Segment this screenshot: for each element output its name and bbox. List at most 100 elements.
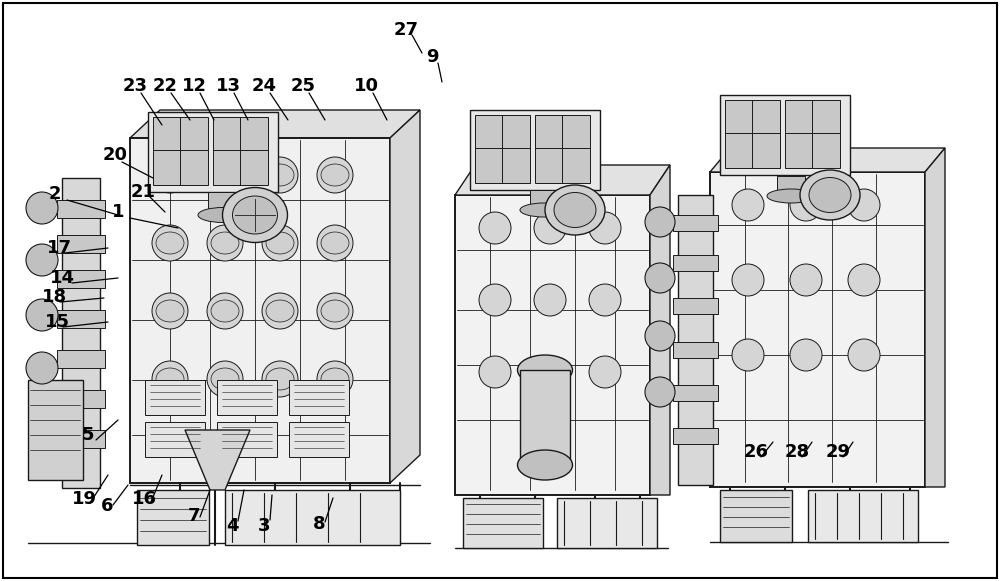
Ellipse shape xyxy=(232,196,278,234)
Ellipse shape xyxy=(266,164,294,186)
Circle shape xyxy=(152,361,188,397)
Ellipse shape xyxy=(266,368,294,390)
Circle shape xyxy=(732,189,764,221)
Bar xyxy=(208,192,238,212)
Bar xyxy=(62,178,100,488)
Circle shape xyxy=(848,189,880,221)
Circle shape xyxy=(534,356,566,388)
Bar xyxy=(475,115,530,183)
Circle shape xyxy=(589,212,621,244)
Circle shape xyxy=(207,293,243,329)
Circle shape xyxy=(262,361,298,397)
Bar xyxy=(673,428,718,444)
Text: 20: 20 xyxy=(103,146,128,164)
Bar xyxy=(535,115,590,183)
Bar xyxy=(57,235,105,253)
Text: 24: 24 xyxy=(252,77,276,95)
Bar xyxy=(289,422,349,457)
Bar xyxy=(557,498,657,548)
Ellipse shape xyxy=(518,450,572,480)
Bar xyxy=(28,380,83,480)
Bar xyxy=(463,498,543,548)
Circle shape xyxy=(207,157,243,193)
Text: 3: 3 xyxy=(258,517,270,535)
Text: 8: 8 xyxy=(313,515,325,533)
Ellipse shape xyxy=(545,185,605,235)
Bar xyxy=(145,422,205,457)
Text: 28: 28 xyxy=(784,443,810,461)
Ellipse shape xyxy=(156,164,184,186)
Circle shape xyxy=(479,212,511,244)
Text: 26: 26 xyxy=(744,443,768,461)
Circle shape xyxy=(645,263,675,293)
Circle shape xyxy=(589,284,621,316)
Circle shape xyxy=(645,207,675,237)
Polygon shape xyxy=(650,165,670,495)
Bar xyxy=(725,100,780,168)
Ellipse shape xyxy=(554,192,596,228)
Bar xyxy=(720,95,850,175)
Bar xyxy=(57,430,105,448)
Text: 5: 5 xyxy=(82,426,94,444)
Circle shape xyxy=(207,225,243,261)
Bar xyxy=(455,195,650,495)
Circle shape xyxy=(152,157,188,193)
Bar xyxy=(777,176,805,194)
Bar xyxy=(57,390,105,408)
Bar xyxy=(213,117,268,185)
Polygon shape xyxy=(185,430,250,490)
Circle shape xyxy=(207,361,243,397)
Text: 16: 16 xyxy=(132,490,156,508)
Bar xyxy=(57,200,105,218)
Bar xyxy=(57,310,105,328)
Ellipse shape xyxy=(211,232,239,254)
Bar xyxy=(673,385,718,401)
Polygon shape xyxy=(130,110,420,138)
Circle shape xyxy=(479,356,511,388)
Ellipse shape xyxy=(321,164,349,186)
Text: 10: 10 xyxy=(354,77,378,95)
Bar xyxy=(289,380,349,415)
Circle shape xyxy=(645,321,675,351)
Bar xyxy=(153,117,208,185)
Ellipse shape xyxy=(800,170,860,220)
Ellipse shape xyxy=(222,188,288,242)
Bar xyxy=(130,138,390,483)
Text: 21: 21 xyxy=(130,183,156,201)
Circle shape xyxy=(152,225,188,261)
Text: 12: 12 xyxy=(182,77,207,95)
Ellipse shape xyxy=(211,368,239,390)
Text: 7: 7 xyxy=(188,507,200,525)
Text: 27: 27 xyxy=(394,21,418,39)
Circle shape xyxy=(26,192,58,224)
Ellipse shape xyxy=(767,189,815,203)
Text: 2: 2 xyxy=(49,185,61,203)
Circle shape xyxy=(589,356,621,388)
Circle shape xyxy=(317,361,353,397)
Polygon shape xyxy=(710,148,945,172)
Circle shape xyxy=(262,157,298,193)
Circle shape xyxy=(645,377,675,407)
Text: 15: 15 xyxy=(44,313,70,331)
Text: 1: 1 xyxy=(112,203,124,221)
Ellipse shape xyxy=(321,368,349,390)
Polygon shape xyxy=(455,165,670,195)
Circle shape xyxy=(152,293,188,329)
Bar xyxy=(673,342,718,358)
Bar xyxy=(520,370,570,465)
Text: 25: 25 xyxy=(290,77,316,95)
Text: 13: 13 xyxy=(216,77,240,95)
Circle shape xyxy=(317,225,353,261)
Text: 19: 19 xyxy=(72,490,96,508)
Polygon shape xyxy=(925,148,945,487)
Text: 18: 18 xyxy=(41,288,67,306)
Text: 9: 9 xyxy=(426,48,438,66)
Bar xyxy=(137,490,209,545)
Circle shape xyxy=(848,339,880,371)
Text: 23: 23 xyxy=(122,77,148,95)
Circle shape xyxy=(732,339,764,371)
Bar xyxy=(785,100,840,168)
Ellipse shape xyxy=(156,300,184,322)
Bar xyxy=(217,380,277,415)
Circle shape xyxy=(26,352,58,384)
